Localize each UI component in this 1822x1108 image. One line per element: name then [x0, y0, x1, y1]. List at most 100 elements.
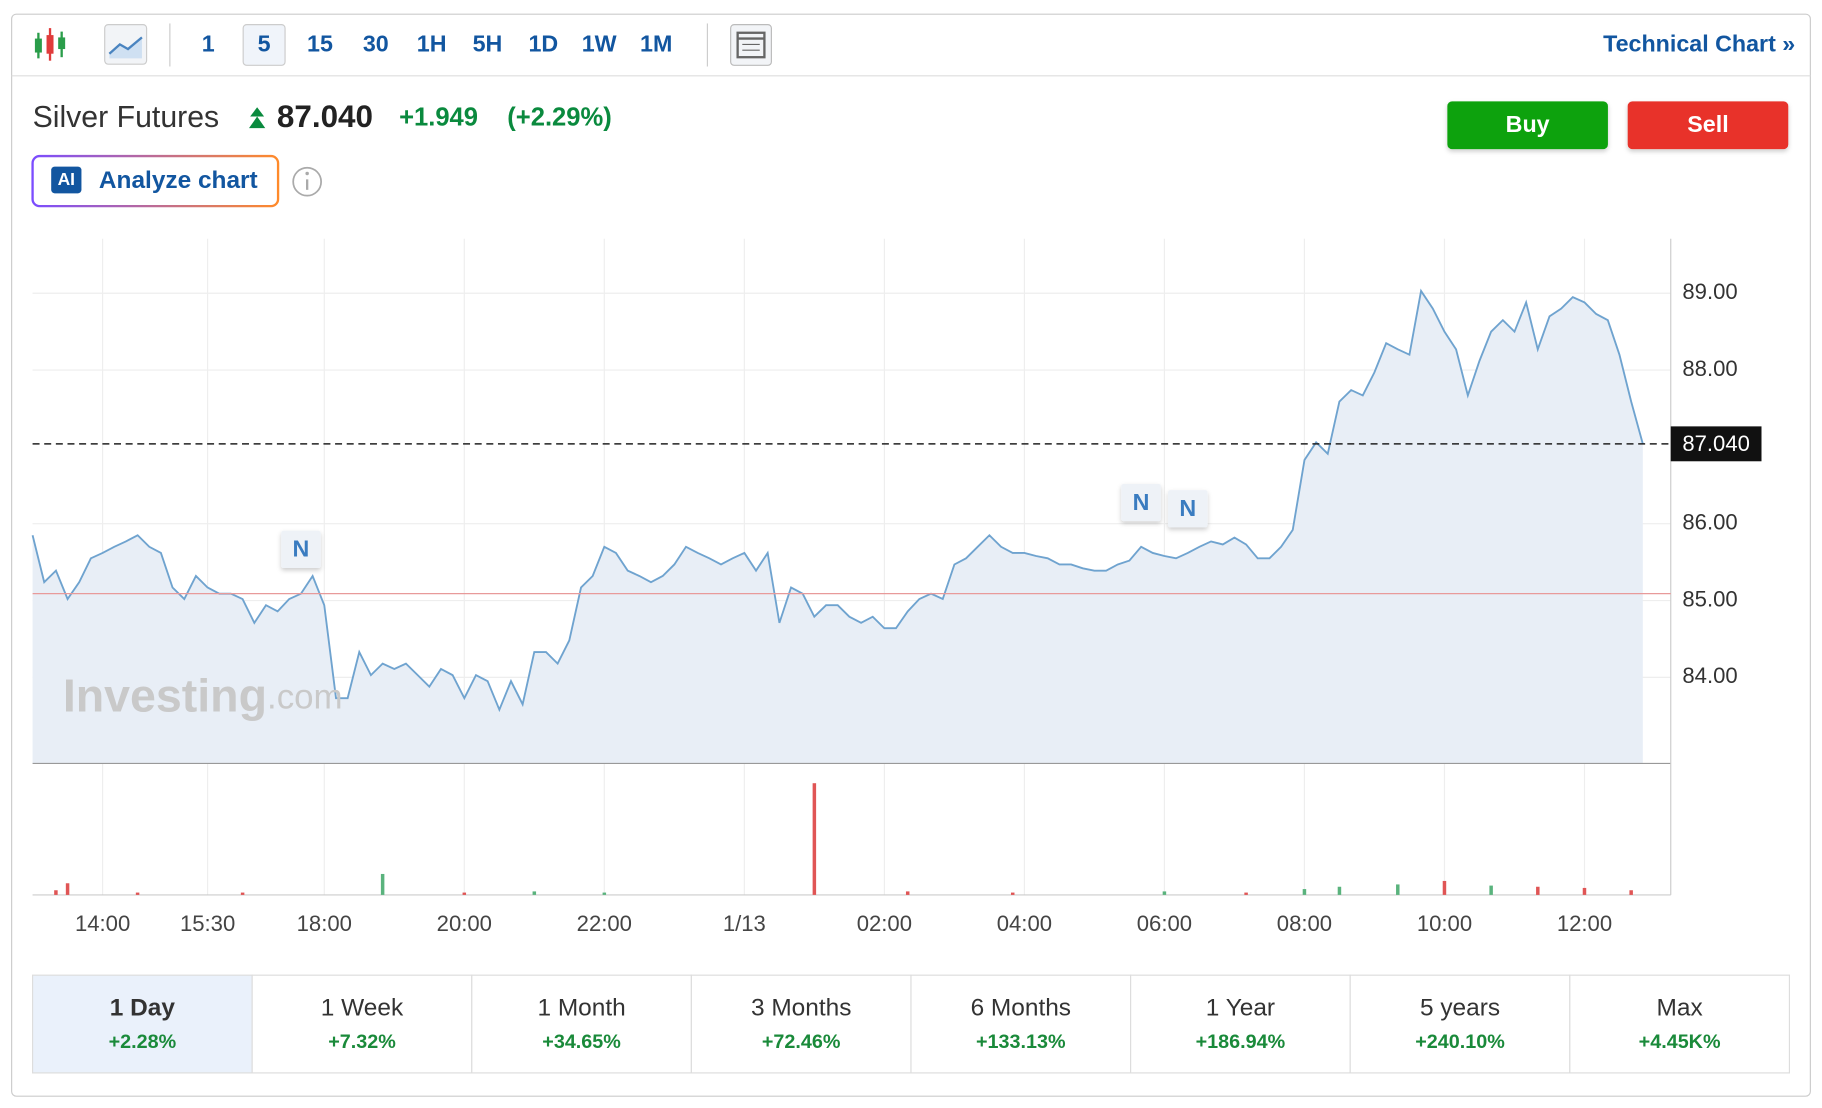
period-label[interactable]: 1 Week	[321, 994, 404, 1021]
interval-button[interactable]: 1H	[417, 31, 447, 57]
current-price-tag	[1670, 426, 1762, 462]
active-interval	[242, 24, 286, 66]
volume-bar	[54, 890, 58, 895]
plot: 14:00 15:30 18:00 20:00 22:00 1/13 02:00 04:00 0…	[31, 238, 1738, 936]
period-change[interactable]: +186.94%	[1196, 1031, 1286, 1053]
buy-label[interactable]: Buy	[1506, 111, 1550, 137]
news-marker[interactable]	[1167, 490, 1208, 528]
period-change[interactable]: +133.13%	[976, 1031, 1066, 1053]
volume-bar	[1629, 890, 1633, 895]
interval-button[interactable]: 1W	[582, 31, 617, 57]
period-label[interactable]: Max	[1657, 994, 1703, 1021]
news-marker[interactable]	[281, 530, 321, 569]
x-tick-label: 10:00	[1417, 911, 1472, 936]
period-cell[interactable]	[1569, 974, 1791, 1074]
interval-button[interactable]: 1	[202, 31, 215, 57]
watermark: Investing.com	[63, 670, 343, 722]
y-tick-label: 88.00	[1682, 356, 1737, 381]
interval-button[interactable]: 5	[258, 31, 271, 57]
period-label[interactable]: 1 Year	[1206, 994, 1275, 1021]
layout-icon[interactable]	[730, 24, 772, 66]
news-marker-label[interactable]: N	[293, 536, 310, 562]
volume-bar	[1244, 892, 1248, 895]
news-marker[interactable]	[1121, 483, 1161, 522]
interval-button[interactable]: 15	[307, 31, 333, 57]
y-tick-label: 84.00	[1682, 663, 1737, 688]
period-label[interactable]: 1 Day	[110, 994, 176, 1021]
analyze-label[interactable]: Analyze chart	[99, 167, 258, 194]
volume-bar	[532, 891, 537, 895]
buy-button[interactable]	[1447, 101, 1608, 150]
technical-chart-link[interactable]: Technical Chart »	[1603, 31, 1795, 57]
volume-bar	[1442, 880, 1447, 895]
x-tick-label: 02:00	[857, 911, 912, 936]
period-change[interactable]: +72.46%	[762, 1031, 841, 1053]
x-tick-label: 08:00	[1277, 911, 1332, 936]
up-arrow	[248, 107, 266, 129]
volume-bar	[380, 873, 385, 895]
volume-bar	[462, 892, 467, 895]
volume-bar	[1010, 892, 1015, 895]
area	[32, 290, 1643, 764]
period-cell[interactable]	[251, 974, 473, 1074]
period-cell[interactable]	[31, 974, 253, 1074]
news-marker-label[interactable]: N	[1179, 495, 1196, 521]
frame	[11, 13, 1811, 1097]
volume-bar	[1396, 884, 1400, 895]
interval-button[interactable]: 30	[363, 31, 389, 57]
period-label[interactable]: 1 Month	[537, 994, 625, 1021]
period-table: 1 Day +2.28% 1 Week +7.32% 1 Month +34.65% 3 M…	[31, 974, 1791, 1074]
current-price-label: 87.040	[1682, 431, 1750, 456]
analyze-button[interactable]	[31, 154, 280, 208]
volume-bar	[1337, 886, 1342, 895]
volume-bar	[1302, 889, 1307, 895]
period-change[interactable]: +2.28%	[109, 1031, 177, 1053]
overlays: 87.040 N N N	[32, 426, 1762, 569]
volume-bar	[240, 892, 245, 895]
sell-button[interactable]	[1627, 101, 1789, 150]
x-tick-label: 18:00	[297, 911, 352, 936]
line-icon[interactable]	[104, 24, 148, 65]
y-tick-label: 89.00	[1682, 279, 1737, 304]
ai-badge	[51, 166, 82, 194]
x-tick-label: 20:00	[437, 911, 492, 936]
x-tick-label: 22:00	[577, 911, 632, 936]
period-label[interactable]: 5 years	[1420, 994, 1500, 1021]
period-label[interactable]: 3 Months	[751, 994, 851, 1021]
period-label[interactable]: 6 Months	[971, 994, 1071, 1021]
price: 87.040	[277, 99, 373, 134]
interval-button[interactable]: 1D	[528, 31, 558, 57]
volume-bar	[1582, 887, 1587, 895]
x-tick-label: 14:00	[75, 911, 130, 936]
interval-button[interactable]: 1M	[640, 31, 672, 57]
instrument-name: Silver Futures	[33, 101, 220, 134]
news-marker-label[interactable]: N	[1133, 489, 1150, 515]
x-tick-label: 15:30	[180, 911, 235, 936]
period-change[interactable]: +240.10%	[1415, 1031, 1505, 1053]
change-percent: (+2.29%)	[507, 104, 612, 132]
info-icon[interactable]	[292, 166, 322, 197]
volume-bar	[1489, 885, 1493, 895]
x-tick-label: 12:00	[1557, 911, 1612, 936]
period-cell[interactable]	[471, 974, 692, 1074]
volume-bar	[905, 891, 910, 895]
change: +1.949	[399, 104, 478, 132]
x-tick-label: 1/13	[723, 911, 766, 936]
sell-label[interactable]: Sell	[1687, 111, 1728, 137]
volume-bar	[1536, 886, 1540, 895]
watermark-brand: Investing	[63, 670, 267, 722]
y-tick-label: 86.00	[1682, 510, 1737, 535]
interval-button[interactable]: 5H	[473, 31, 503, 57]
volume-bar	[135, 892, 140, 895]
period-change[interactable]: +34.65%	[542, 1031, 621, 1053]
period-change[interactable]: +4.45K%	[1639, 1031, 1721, 1053]
period-cell[interactable]	[1349, 974, 1571, 1074]
x-tick-label: 04:00	[997, 911, 1052, 936]
period-change[interactable]: +7.32%	[328, 1031, 396, 1053]
period-cell[interactable]	[690, 974, 912, 1074]
candle-icon[interactable]	[34, 28, 66, 61]
x-tick-label: 06:00	[1137, 911, 1192, 936]
period-cell[interactable]	[1130, 974, 1351, 1074]
period-cell[interactable]	[910, 974, 1132, 1074]
